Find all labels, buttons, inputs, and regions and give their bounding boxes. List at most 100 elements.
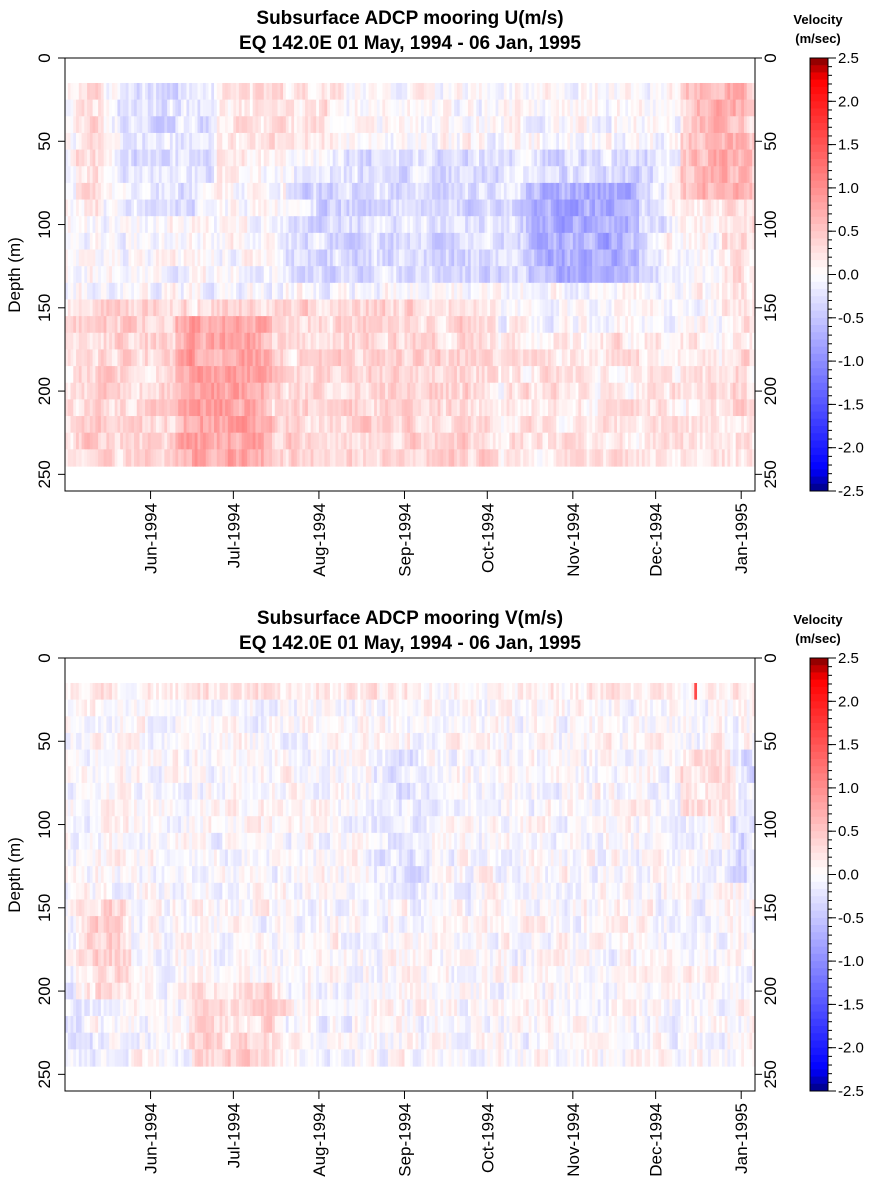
heatmap-cell: [92, 349, 96, 367]
heatmap-cell: [161, 316, 165, 334]
heatmap-cell: [255, 282, 259, 301]
heatmap-cell: [87, 366, 91, 384]
heatmap-cell: [70, 182, 74, 201]
heatmap-cell: [495, 99, 499, 117]
heatmap-cell: [542, 266, 546, 284]
heatmap-cell: [324, 266, 328, 284]
heatmap-cell: [426, 199, 430, 217]
heatmap-cell: [183, 349, 188, 367]
heatmap-cell: [578, 116, 582, 134]
heatmap-cell: [89, 99, 94, 117]
heatmap-cell: [479, 349, 483, 367]
heatmap-cell: [222, 182, 226, 201]
heatmap-cell: [719, 232, 723, 251]
heatmap-cell: [448, 149, 452, 167]
heatmap-cell: [393, 199, 397, 217]
heatmap-cell: [203, 232, 207, 251]
heatmap-cell: [249, 282, 254, 301]
heatmap-cell: [169, 182, 174, 201]
heatmap-cell: [608, 232, 613, 251]
heatmap-cell: [674, 382, 679, 400]
heatmap-cell: [103, 166, 107, 184]
heatmap-cell: [451, 216, 455, 234]
heatmap-cell: [346, 332, 350, 351]
heatmap-cell: [451, 316, 455, 334]
heatmap-cell: [321, 99, 326, 117]
heatmap-cell: [285, 249, 290, 267]
heatmap-cell: [738, 82, 742, 101]
heatmap-cell: [379, 382, 383, 400]
heatmap-cell: [603, 382, 607, 400]
heatmap-cell: [404, 399, 408, 417]
heatmap-cell: [688, 199, 693, 217]
heatmap-cell: [553, 166, 557, 184]
heatmap-cell: [244, 349, 248, 367]
heatmap-cell: [509, 382, 513, 400]
heatmap-cell: [479, 366, 483, 384]
heatmap-cell: [158, 132, 163, 151]
heatmap-cell: [277, 316, 281, 334]
heatmap-cell: [150, 132, 154, 151]
heatmap-cell: [396, 199, 400, 217]
heatmap-cell: [321, 116, 326, 134]
heatmap-cell: [619, 366, 624, 384]
heatmap-cell: [429, 382, 433, 400]
heatmap-cell: [387, 199, 392, 217]
heatmap-cell: [294, 299, 298, 317]
heatmap-cell: [335, 382, 339, 400]
heatmap-cell: [702, 82, 706, 101]
heatmap-cell: [131, 182, 135, 201]
heatmap-cell: [589, 349, 593, 367]
heatmap-cell: [316, 332, 320, 351]
heatmap-cell: [423, 82, 428, 101]
heatmap-cell: [222, 216, 226, 234]
heatmap-cell: [451, 199, 455, 217]
heatmap-cell: [730, 99, 734, 117]
heatmap-cell: [572, 332, 577, 351]
heatmap-cell: [716, 149, 720, 167]
heatmap-cell: [145, 116, 149, 134]
heatmap-cell: [291, 299, 295, 317]
heatmap-cell: [164, 266, 168, 284]
heatmap-cell: [611, 399, 615, 417]
heatmap-cell: [567, 132, 571, 151]
heatmap-cell: [365, 82, 370, 101]
heatmap-cell: [260, 399, 265, 417]
heatmap-cell: [536, 132, 541, 151]
heatmap-cell: [412, 249, 417, 267]
heatmap-cell: [421, 349, 425, 367]
heatmap-cell: [641, 399, 646, 417]
heatmap-cell: [476, 132, 480, 151]
heatmap-cell: [230, 132, 234, 151]
heatmap-cell: [145, 166, 149, 184]
heatmap-cell: [586, 299, 590, 317]
heatmap-cell: [194, 166, 199, 184]
heatmap-cell: [647, 166, 651, 184]
heatmap-cell: [730, 232, 734, 251]
heatmap-cell: [122, 82, 127, 101]
heatmap-cell: [509, 116, 513, 134]
heatmap-cell: [705, 349, 709, 367]
heatmap-cell: [263, 82, 268, 101]
heatmap-cell: [225, 232, 229, 251]
heatmap-cell: [316, 399, 320, 417]
heatmap-cell: [691, 399, 695, 417]
heatmap-cell: [697, 366, 701, 384]
heatmap-cell: [465, 199, 469, 217]
heatmap-cell: [341, 266, 345, 284]
heatmap-cell: [583, 299, 588, 317]
heatmap-cell: [327, 199, 331, 217]
heatmap-cell: [481, 82, 486, 101]
heatmap-cell: [605, 232, 610, 251]
heatmap-cell: [338, 132, 342, 151]
heatmap-cell: [299, 249, 303, 267]
heatmap-cell: [208, 249, 212, 267]
heatmap-cell: [236, 366, 240, 384]
heatmap-cell: [581, 332, 585, 351]
heatmap-cell: [260, 216, 265, 234]
heatmap-cell: [572, 132, 577, 151]
heatmap-cell: [324, 299, 328, 317]
heatmap-cell: [136, 199, 141, 217]
heatmap-cell: [100, 82, 105, 101]
heatmap-cell: [180, 199, 185, 217]
